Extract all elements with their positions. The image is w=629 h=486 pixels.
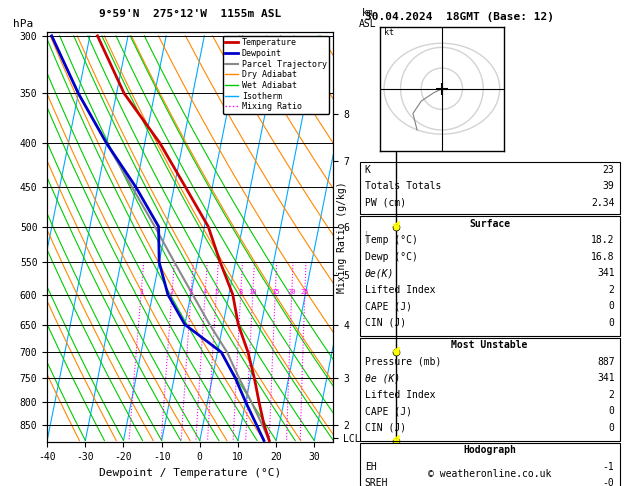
Text: 1: 1 bbox=[139, 289, 143, 295]
Text: CIN (J): CIN (J) bbox=[365, 423, 406, 433]
Text: SREH: SREH bbox=[365, 478, 388, 486]
Text: Lifted Index: Lifted Index bbox=[365, 285, 435, 295]
Text: CAPE (J): CAPE (J) bbox=[365, 406, 412, 417]
Text: 5: 5 bbox=[214, 289, 218, 295]
Text: Lifted Index: Lifted Index bbox=[365, 390, 435, 400]
Text: θe(K): θe(K) bbox=[365, 268, 394, 278]
Text: 2: 2 bbox=[609, 285, 615, 295]
Text: 887: 887 bbox=[597, 357, 615, 367]
Text: 341: 341 bbox=[597, 373, 615, 383]
Text: EH: EH bbox=[365, 462, 377, 472]
Text: CAPE (J): CAPE (J) bbox=[365, 301, 412, 312]
Text: 0: 0 bbox=[609, 301, 615, 312]
Text: © weatheronline.co.uk: © weatheronline.co.uk bbox=[428, 469, 552, 479]
Text: Hodograph: Hodograph bbox=[463, 445, 516, 455]
Text: PW (cm): PW (cm) bbox=[365, 198, 406, 208]
Text: -0: -0 bbox=[603, 478, 615, 486]
Text: 39: 39 bbox=[603, 181, 615, 191]
Legend: Temperature, Dewpoint, Parcel Trajectory, Dry Adiabat, Wet Adiabat, Isotherm, Mi: Temperature, Dewpoint, Parcel Trajectory… bbox=[223, 36, 329, 114]
Text: 9°59'N  275°12'W  1155m ASL: 9°59'N 275°12'W 1155m ASL bbox=[99, 9, 281, 19]
Text: 0: 0 bbox=[609, 318, 615, 328]
Text: K: K bbox=[365, 165, 370, 175]
Text: Mixing Ratio (g/kg): Mixing Ratio (g/kg) bbox=[337, 181, 347, 293]
Text: km
ASL: km ASL bbox=[359, 8, 377, 29]
Text: 16.8: 16.8 bbox=[591, 252, 615, 262]
Text: Pressure (mb): Pressure (mb) bbox=[365, 357, 441, 367]
Text: 18.2: 18.2 bbox=[591, 235, 615, 245]
Text: kt: kt bbox=[384, 28, 394, 37]
Text: 15: 15 bbox=[271, 289, 279, 295]
Text: hPa: hPa bbox=[13, 19, 33, 29]
Text: 2.34: 2.34 bbox=[591, 198, 615, 208]
Text: 20: 20 bbox=[287, 289, 296, 295]
Text: CIN (J): CIN (J) bbox=[365, 318, 406, 328]
Text: 2: 2 bbox=[609, 390, 615, 400]
Text: -1: -1 bbox=[603, 462, 615, 472]
Text: 10: 10 bbox=[248, 289, 257, 295]
Text: 2: 2 bbox=[170, 289, 174, 295]
Text: 4: 4 bbox=[203, 289, 207, 295]
Y-axis label: Mixing Ratio (g/kg): Mixing Ratio (g/kg) bbox=[366, 230, 368, 243]
Text: Totals Totals: Totals Totals bbox=[365, 181, 441, 191]
Text: θe (K): θe (K) bbox=[365, 373, 400, 383]
Text: 0: 0 bbox=[609, 423, 615, 433]
Text: 0: 0 bbox=[609, 406, 615, 417]
Text: Most Unstable: Most Unstable bbox=[452, 340, 528, 350]
Text: 23: 23 bbox=[603, 165, 615, 175]
Text: 341: 341 bbox=[597, 268, 615, 278]
Text: 3: 3 bbox=[189, 289, 193, 295]
Text: Dewp (°C): Dewp (°C) bbox=[365, 252, 418, 262]
Text: Temp (°C): Temp (°C) bbox=[365, 235, 418, 245]
Text: 30.04.2024  18GMT (Base: 12): 30.04.2024 18GMT (Base: 12) bbox=[365, 12, 554, 22]
Text: 25: 25 bbox=[301, 289, 309, 295]
Text: 8: 8 bbox=[238, 289, 243, 295]
Text: Surface: Surface bbox=[469, 219, 510, 229]
X-axis label: Dewpoint / Temperature (°C): Dewpoint / Temperature (°C) bbox=[99, 468, 281, 478]
